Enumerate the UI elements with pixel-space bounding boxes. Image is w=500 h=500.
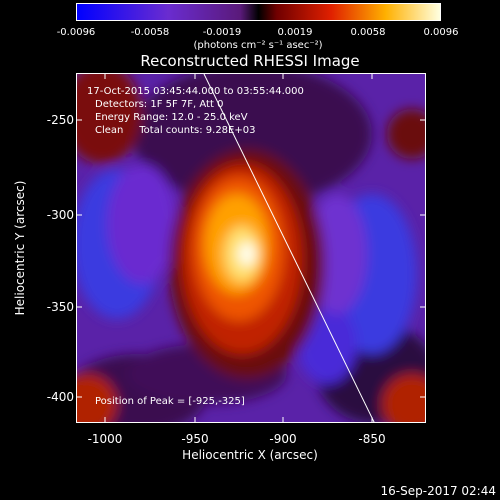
x-tick-label: -900	[269, 432, 297, 446]
colorbar-tick: 0.0019	[277, 27, 313, 38]
peak-position-label: Position of Peak = [-925,-325]	[95, 396, 245, 407]
colorbar	[76, 3, 441, 21]
time-range-label: 17-Oct-2015 03:45:44.000 to 03:55:44.000	[87, 86, 304, 97]
colorbar-tick: 0.0096	[423, 27, 459, 38]
rhessi-image: 17-Oct-2015 03:45:44.000 to 03:55:44.000…	[76, 73, 426, 423]
colorbar-tick: -0.0019	[202, 27, 242, 38]
y-tick-label: -250	[46, 113, 74, 127]
colorbar-tick: -0.0058	[130, 27, 170, 38]
clean-counts-label: Clean Total counts: 9.28E+03	[95, 125, 256, 136]
colorbar-tick: 0.0058	[350, 27, 386, 38]
x-tick-label: -950	[181, 432, 209, 446]
y-tick-label: -400	[46, 390, 74, 404]
solar-limb-line	[203, 74, 375, 422]
y-tick-label: -300	[46, 208, 74, 222]
plot-title: Reconstructed RHESSI Image	[140, 52, 360, 70]
x-axis-label: Heliocentric X (arcsec)	[182, 448, 318, 462]
colorbar-units: (photons cm⁻² s⁻¹ asec⁻²)	[193, 40, 323, 51]
energy-range-label: Energy Range: 12.0 - 25.0 keV	[95, 112, 248, 123]
colorbar-tick: -0.0096	[56, 27, 96, 38]
x-tick-label: -1000	[87, 432, 123, 446]
y-tick-label: -350	[46, 300, 74, 314]
x-tick-label: -850	[358, 432, 386, 446]
rhessi-image-canvas	[77, 74, 425, 422]
detectors-label: Detectors: 1F 5F 7F, Att 0	[95, 99, 224, 110]
timestamp: 16-Sep-2017 02:44	[380, 484, 496, 498]
y-axis-label: Heliocentric Y (arcsec)	[13, 180, 27, 316]
